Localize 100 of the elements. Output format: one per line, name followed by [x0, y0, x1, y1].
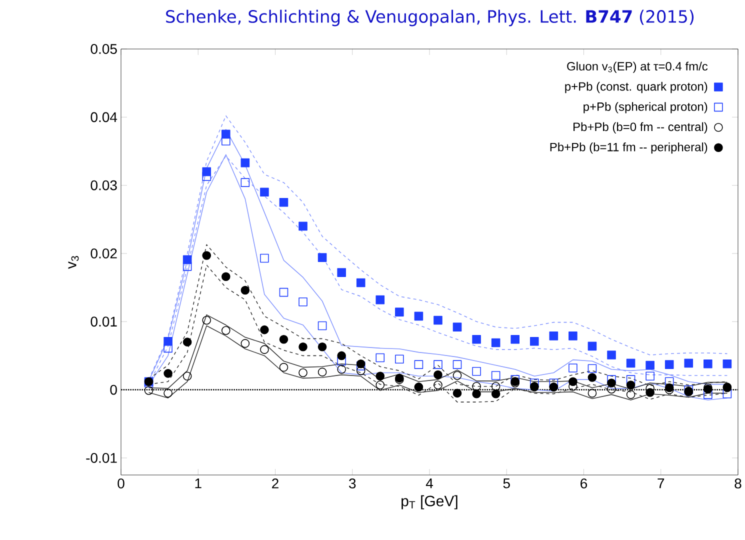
- point: [491, 371, 500, 380]
- point: [626, 390, 636, 399]
- point: [376, 295, 385, 304]
- x-tick-label: 5: [503, 478, 510, 488]
- point: [530, 378, 539, 388]
- point: [164, 344, 172, 353]
- point: [182, 372, 192, 381]
- point: [452, 388, 462, 398]
- point: [588, 388, 597, 398]
- point: [434, 316, 442, 325]
- point: [240, 158, 250, 168]
- point: [260, 188, 269, 197]
- point: [318, 321, 327, 330]
- point: [240, 286, 250, 295]
- point: [549, 332, 558, 340]
- point: [472, 334, 481, 344]
- point: [664, 360, 674, 369]
- point: [510, 334, 520, 344]
- point: [722, 359, 732, 368]
- point: [202, 251, 212, 260]
- point: [298, 297, 308, 306]
- x-tick-label: 2: [272, 478, 278, 488]
- point: [376, 380, 385, 390]
- point: [221, 272, 230, 282]
- point: [144, 386, 154, 395]
- point: [646, 388, 654, 397]
- point: [279, 198, 288, 207]
- x-tick-label: 1: [195, 478, 202, 488]
- point: [260, 345, 269, 354]
- point: [607, 350, 616, 360]
- point: [491, 338, 500, 348]
- point: [626, 358, 636, 368]
- point: [318, 368, 327, 376]
- point: [182, 338, 192, 346]
- point: [452, 371, 462, 380]
- legend-label: Pb+Pb (b=11 fm -- peripheral): [550, 142, 708, 154]
- point: [337, 364, 346, 374]
- x-tick-label: 3: [349, 478, 356, 488]
- y-tick-label: 0.03: [90, 180, 117, 190]
- x-tick-label: 7: [658, 478, 664, 488]
- point: [588, 373, 597, 382]
- x-axis-title: p$_{T}$ [GeV]: [402, 495, 458, 510]
- point: [356, 278, 366, 288]
- point: [452, 322, 462, 332]
- legend-label: p+Pb (const. quark proton): [565, 82, 708, 94]
- point: [722, 389, 732, 398]
- chart-title: Schenke, Schlichting & Venugopalan, Phys. Lett. B747 (2015): [166, 10, 694, 26]
- y-tick-label: 0.05: [90, 44, 117, 54]
- point: [202, 316, 212, 325]
- point: [279, 362, 288, 372]
- point: [298, 342, 308, 352]
- point: [568, 364, 578, 372]
- point: [646, 372, 654, 381]
- point: [472, 382, 481, 391]
- y-tick-label: -0.01: [86, 452, 117, 463]
- point: [164, 388, 172, 398]
- point: [260, 325, 269, 334]
- point: [588, 342, 597, 351]
- point: [452, 360, 462, 369]
- point: [395, 354, 404, 364]
- point: [568, 332, 578, 340]
- point: [318, 253, 327, 262]
- point: [568, 377, 578, 386]
- y-tick-label: 0.04: [90, 112, 118, 122]
- point: [414, 360, 424, 369]
- point: [646, 360, 654, 370]
- point: [298, 368, 308, 378]
- point: [376, 353, 385, 362]
- point: [704, 359, 712, 368]
- point: [337, 268, 346, 277]
- point: [240, 178, 250, 187]
- point: [182, 262, 192, 271]
- x-tick-label: 0: [118, 478, 124, 488]
- point: [434, 370, 442, 380]
- point: [626, 375, 636, 384]
- point: [279, 334, 288, 344]
- point: [491, 382, 500, 391]
- x-tick-label: 6: [580, 478, 588, 488]
- point: [588, 364, 597, 374]
- point: [607, 378, 616, 388]
- point: [530, 336, 539, 346]
- point: [434, 360, 442, 369]
- legend-title: Gluon v$_{3}$(EP) at τ=0.4 fm/c: [567, 62, 708, 73]
- point: [376, 372, 385, 381]
- point: [395, 308, 404, 316]
- point: [221, 326, 230, 335]
- x-tick-label: 8: [734, 478, 742, 488]
- point: [434, 380, 442, 390]
- legend-label: p+Pb (spherical proton): [584, 102, 708, 114]
- point: [260, 254, 269, 263]
- y-axis-title: v$_{3}$: [68, 256, 79, 269]
- x-tick-label: 4: [426, 478, 433, 488]
- point: [626, 380, 636, 390]
- point: [472, 366, 481, 376]
- point: [356, 366, 366, 376]
- y-tick-label: 0: [110, 384, 117, 395]
- point: [240, 339, 250, 348]
- legend-label: Pb+Pb (b=0 fm -- central): [574, 122, 708, 134]
- point: [318, 342, 327, 352]
- point: [279, 288, 288, 297]
